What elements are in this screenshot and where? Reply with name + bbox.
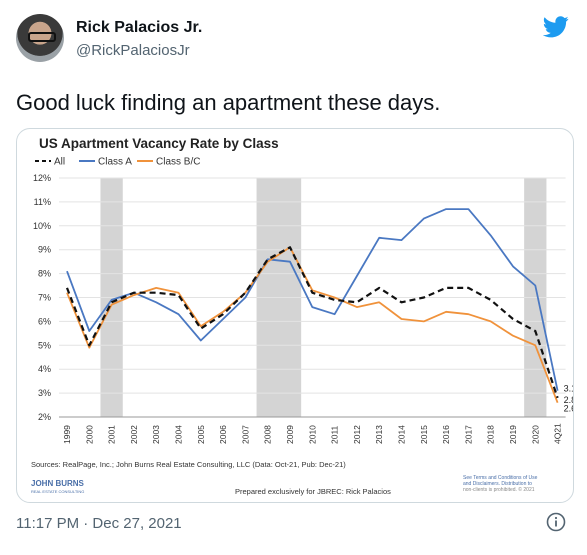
end-labels: 3.1%2.8%2.6% bbox=[564, 384, 573, 414]
terms-line-1: See Terms and Conditions of Use bbox=[463, 475, 538, 481]
end-label: 2.8% bbox=[564, 395, 573, 405]
x-tick-label: 1999 bbox=[62, 425, 72, 444]
chart-title: US Apartment Vacancy Rate by Class bbox=[39, 136, 279, 151]
x-tick-label: 2005 bbox=[196, 425, 206, 444]
x-tick-labels: 1999 2000 2001 2002 2003 2004 2005 2006 2007 2008… bbox=[62, 423, 563, 444]
y-tick-label: 2% bbox=[38, 412, 51, 422]
y-tick-label: 8% bbox=[38, 269, 51, 279]
prepared-for: Prepared exclusively for JBREC: Rick Pal… bbox=[235, 487, 391, 496]
x-tick-label: 2010 bbox=[307, 425, 317, 444]
x-tick-label: 2004 bbox=[174, 425, 184, 444]
y-tick-label: 4% bbox=[38, 364, 51, 374]
author-handle[interactable]: @RickPalaciosJr bbox=[76, 42, 190, 59]
x-tick-label: 2014 bbox=[397, 425, 407, 444]
x-tick-label: 2018 bbox=[486, 425, 496, 444]
y-tick-label: 9% bbox=[38, 245, 51, 255]
y-tick-label: 5% bbox=[38, 340, 51, 350]
series-line-all bbox=[65, 246, 559, 399]
terms-line-3: non-clients is prohibited. © 2021 bbox=[463, 486, 535, 493]
x-tick-label: 2013 bbox=[374, 425, 384, 444]
x-tick-label: 2012 bbox=[352, 425, 362, 444]
y-tick-label: 12% bbox=[33, 173, 51, 183]
x-tick-label: 2003 bbox=[151, 425, 161, 444]
x-tick-label: 2000 bbox=[84, 425, 94, 444]
y-tick-label: 3% bbox=[38, 388, 51, 398]
legend-label-class-a: Class A bbox=[98, 157, 132, 168]
logo-subtext: REAL ESTATE CONSULTING bbox=[31, 489, 84, 494]
x-tick-label: 2007 bbox=[240, 425, 250, 444]
x-tick-label: 2015 bbox=[419, 425, 429, 444]
chart-sources: Sources: RealPage, Inc.; John Burns Real… bbox=[31, 460, 346, 469]
y-tick-label: 7% bbox=[38, 293, 51, 303]
end-label: 2.6% bbox=[564, 404, 573, 414]
legend-label-class-bc: Class B/C bbox=[156, 157, 200, 168]
x-tick-label: 2020 bbox=[530, 425, 540, 444]
x-tick-label: 2011 bbox=[330, 425, 340, 444]
y-tick-label: 6% bbox=[38, 316, 51, 326]
twitter-bird-icon[interactable] bbox=[543, 16, 569, 38]
legend-label-all: All bbox=[54, 157, 65, 168]
x-tick-label: 2008 bbox=[263, 425, 273, 444]
legend: All Class A Class B/C bbox=[35, 157, 200, 168]
logo-text: JOHN BURNS bbox=[31, 479, 85, 488]
series-lines bbox=[65, 208, 559, 404]
x-tick-label: 2016 bbox=[441, 425, 451, 444]
x-tick-label: 4Q21 bbox=[553, 423, 563, 444]
y-tick-label: 10% bbox=[33, 221, 51, 231]
tweet-text: Good luck finding an apartment these day… bbox=[16, 90, 441, 115]
tweet-timestamp[interactable]: 11:17 PM · Dec 27, 2021 bbox=[16, 515, 182, 532]
x-tick-label: 2017 bbox=[463, 425, 473, 444]
terms-line-2: and Disclaimers. Distribution to bbox=[463, 481, 532, 487]
x-tick-label: 2006 bbox=[218, 425, 228, 444]
author-name[interactable]: Rick Palacios Jr. bbox=[76, 19, 203, 36]
y-tick-labels: 12% 11% 10% 9% 8% 7% 6% 5% 4% 3% 2% bbox=[33, 173, 51, 422]
y-gridlines bbox=[59, 177, 566, 418]
x-tick-label: 2002 bbox=[129, 425, 139, 444]
y-tick-label: 11% bbox=[34, 197, 51, 207]
avatar[interactable] bbox=[16, 14, 64, 62]
vacancy-chart: US Apartment Vacancy Rate by Class All C… bbox=[31, 136, 573, 496]
x-tick-label: 2001 bbox=[107, 425, 117, 444]
x-tick-label: 2009 bbox=[285, 425, 295, 444]
x-tick-label: 2019 bbox=[508, 425, 518, 444]
glasses-detail bbox=[28, 32, 56, 42]
end-label: 3.1% bbox=[564, 384, 573, 394]
info-circle-icon[interactable] bbox=[546, 512, 566, 532]
series-line-class-a bbox=[66, 208, 559, 391]
chart-card[interactable]: US Apartment Vacancy Rate by Class All C… bbox=[16, 128, 574, 503]
series-line-class-bc bbox=[66, 246, 559, 404]
